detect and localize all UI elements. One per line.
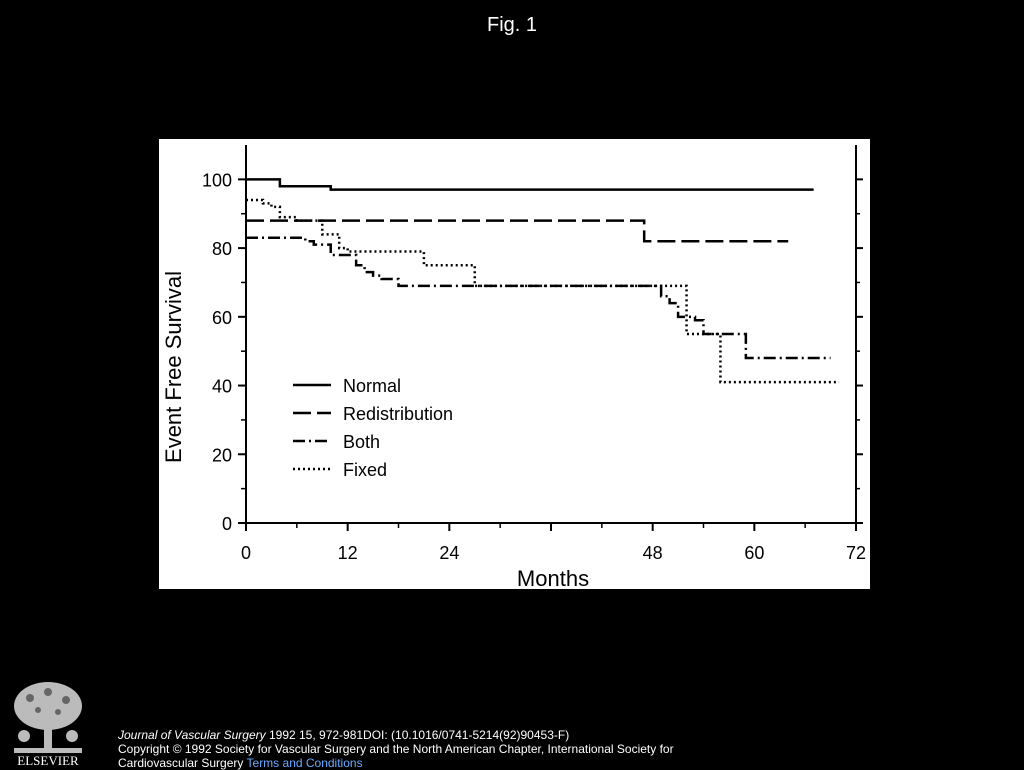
chart-panel: 0 20 40 60 80 100 0 12 24 48 60 72 Event Free Survi… xyxy=(159,139,870,589)
series-line-fixed xyxy=(246,198,840,384)
y-tick-label: 100 xyxy=(202,170,232,190)
y-tick-label: 40 xyxy=(212,377,232,397)
legend-label-normal: Normal xyxy=(343,376,401,396)
citation-text: 1992 15, 972-981DOI: (10.1016/0741-5214(… xyxy=(265,728,570,742)
survival-chart: 0 20 40 60 80 100 0 12 24 48 60 72 Event Free Survi… xyxy=(161,145,866,589)
terms-and-conditions-link[interactable]: Terms and Conditions xyxy=(246,756,363,770)
y-tick-label: 0 xyxy=(222,514,232,534)
citation-line: Journal of Vascular Surgery 1992 15, 972… xyxy=(118,729,569,742)
elsevier-tree-logo: ELSEVIER xyxy=(8,678,88,768)
copyright-text: Copyright © 1992 Society for Vascular Su… xyxy=(118,742,738,770)
legend-label-fixed: Fixed xyxy=(343,460,387,480)
x-tick-label: 0 xyxy=(241,543,251,563)
y-tick-label: 20 xyxy=(212,445,232,465)
x-tick-label: 12 xyxy=(338,543,358,563)
x-tick-label: 72 xyxy=(846,543,866,563)
legend: Normal Redistribution Both Fixed xyxy=(293,376,453,480)
legend-label-both: Both xyxy=(343,432,380,452)
series-line-redistribution xyxy=(246,219,789,243)
x-tick-label: 60 xyxy=(744,543,764,563)
y-axis-label: Event Free Survival xyxy=(161,271,186,463)
x-tick-label: 48 xyxy=(643,543,663,563)
y-tick-label: 80 xyxy=(212,239,232,259)
series-line-normal xyxy=(246,178,814,191)
x-axis-label: Months xyxy=(517,566,589,589)
copyright-statement: Copyright © 1992 Society for Vascular Su… xyxy=(118,742,674,770)
journal-name: Journal of Vascular Surgery xyxy=(118,728,266,742)
x-tick-label: 24 xyxy=(439,543,459,563)
figure-title: Fig. 1 xyxy=(486,14,538,36)
y-tick-label: 60 xyxy=(212,308,232,328)
publisher-name: ELSEVIER xyxy=(17,753,79,768)
series-line-both xyxy=(246,236,831,360)
legend-label-redistribution: Redistribution xyxy=(343,404,453,424)
